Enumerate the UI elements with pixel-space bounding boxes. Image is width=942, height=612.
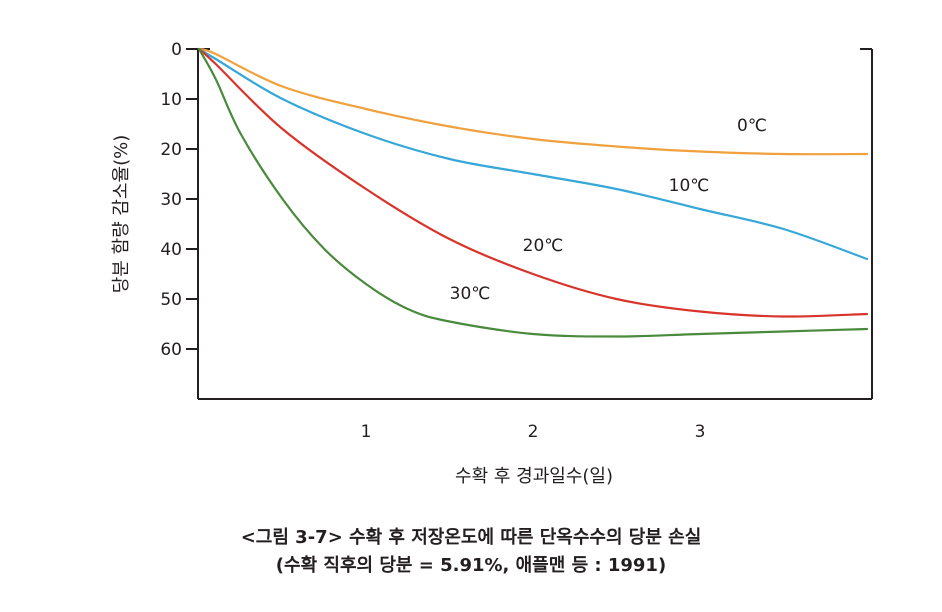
series-line-2	[197, 47, 869, 318]
y-tick-label: 10	[160, 90, 182, 110]
y-tick-label: 50	[160, 290, 182, 310]
series-label-3: 30℃	[450, 284, 491, 304]
y-axis-title: 당분 함량 감소율(%)	[111, 135, 132, 294]
series-label-0: 0℃	[737, 116, 767, 136]
series-lines	[197, 47, 869, 338]
x-tick-label: 3	[695, 422, 706, 442]
x-axis-title: 수확 후 경과일수(일)	[455, 466, 613, 487]
x-tick-label: 1	[361, 422, 372, 442]
series-labels: 0℃ 10℃ 20℃ 30℃	[450, 116, 767, 304]
y-tick-label: 20	[160, 140, 182, 160]
series-line-1	[197, 47, 869, 261]
y-tick-label: 60	[160, 340, 182, 360]
axes: 0 10 20 30 40 50 60 1 2 3 수확 후 경과일수(일) 당분 함량 감소율(%)	[111, 40, 873, 487]
series-line-0	[197, 47, 869, 156]
x-tick-label: 2	[528, 422, 539, 442]
series-line-3	[197, 47, 869, 338]
series-label-1: 10℃	[669, 176, 710, 196]
y-tick-label: 40	[160, 240, 182, 260]
figure-caption: <그림 3-7> 수확 후 저장온도에 따른 단옥수수의 당분 손실	[240, 527, 702, 548]
y-tick-label: 30	[160, 190, 182, 210]
figure-caption-note: (수확 직후의 당분 = 5.91%, 애플맨 등 : 1991)	[275, 555, 667, 576]
y-tick-label: 0	[171, 40, 182, 60]
series-label-2: 20℃	[523, 236, 564, 256]
